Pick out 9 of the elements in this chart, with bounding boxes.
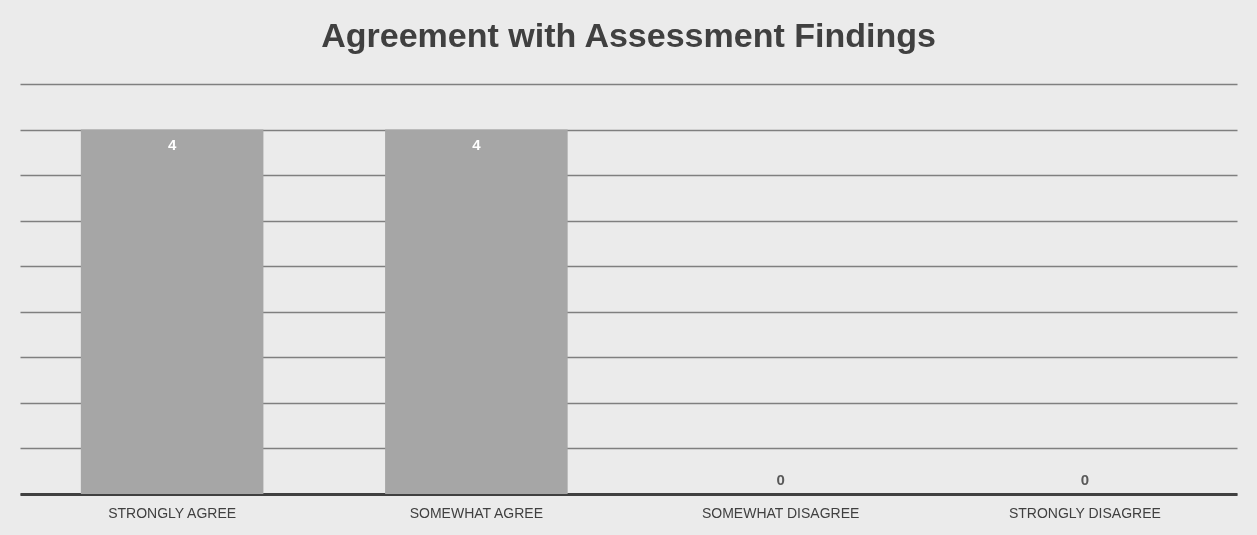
data-label: 0 — [776, 471, 785, 488]
x-tick-label: SOMEWHAT DISAGREE — [701, 504, 860, 521]
x-tick-label: STRONGLY DISAGREE — [1008, 504, 1161, 521]
data-label: 0 — [1080, 471, 1090, 488]
x-tick-label: STRONGLY AGREE — [108, 504, 237, 521]
data-label: 4 — [472, 135, 482, 153]
data-label: 4 — [167, 135, 177, 153]
x-tick-label: SOMEWHAT AGREE — [409, 504, 544, 521]
chart-title: Agreement with Assessment Findings — [321, 16, 936, 54]
